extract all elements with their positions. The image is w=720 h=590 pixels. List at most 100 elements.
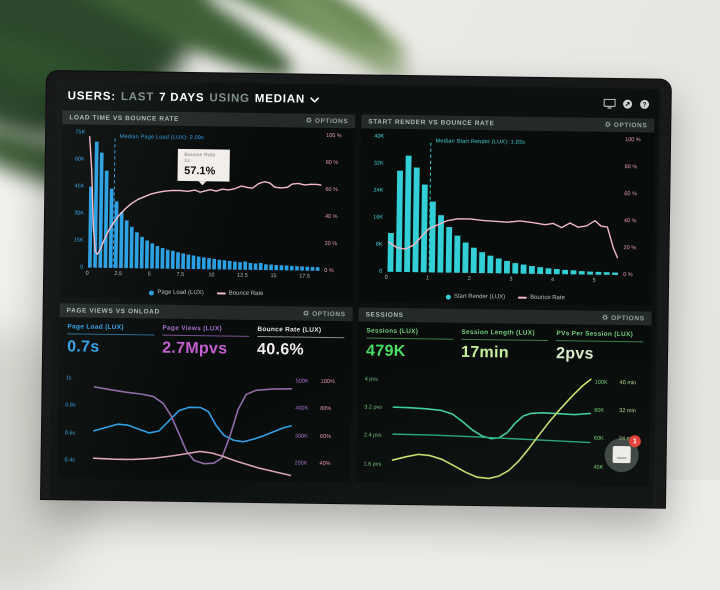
options-button[interactable]: OPTIONS [302,309,346,319]
legend-item[interactable]: Bounce Rate [518,294,565,302]
axis-tick: 2 [467,275,471,282]
dashboard-title-dropdown[interactable]: USERS: LAST 7 DAYS USING MEDIAN [68,90,321,106]
panel-start-render-vs-bounce-rate: START RENDER VS BOUNCE RATE OPTIONS 40K 3… [358,114,655,306]
legend-item[interactable]: Start Render (LUX) [445,294,505,300]
y-axis-right: 100 % 80 % 60 % 40 % 20 % 0 % [621,137,651,278]
panel-title: SESSIONS [365,310,404,319]
y-axis-left: 75K 60K 45K 30K 15K 0 [63,129,87,270]
panel-header: SESSIONS OPTIONS [358,307,652,326]
axis-tick: 2.5 [114,270,123,278]
axis-label: 100 % [326,132,342,140]
axis-tick: 0 [85,270,89,277]
metric[interactable]: Session Length (LUX) 17min [460,328,549,363]
screen: USERS: LAST 7 DAYS USING MEDIAN ? [50,80,662,508]
legend-label: Bounce Rate [530,294,565,302]
panel-title: LOAD TIME VS BOUNCE RATE [69,113,180,123]
axis-label: 15K [73,237,84,244]
options-button[interactable]: OPTIONS [601,313,645,323]
axis-label: 8K [375,241,383,248]
axis-label: 80% [320,406,332,413]
axis-label: 60K [593,436,604,443]
options-label: OPTIONS [314,117,349,125]
metric-label: Sessions (LUX) [366,327,454,340]
monitor-icon[interactable] [603,98,616,109]
axis-tick: 17.5 [299,273,310,280]
help-icon[interactable]: ? [640,99,650,109]
y-axis-right-pageviews: 500K 400K 300K 200K [294,375,319,478]
axis-tick: 15 [270,273,277,280]
axis-label: 60K [74,156,85,163]
panel-title: PAGE VIEWS VS ONLOAD [66,306,160,316]
chevron-down-icon [310,94,320,106]
axis-tick: 1 [426,275,430,282]
metric[interactable]: Sessions (LUX) 479K [366,327,454,361]
axis-label: 60 % [624,191,637,198]
options-button[interactable]: OPTIONS [604,120,648,130]
axis-label: 40K [374,133,385,140]
axis-label: 32K [373,160,384,167]
legend-item[interactable]: Bounce Rate [216,290,264,298]
legend-swatch [445,294,451,300]
metric-value: 17min [460,343,509,362]
legend: Page Load (LUX) Bounce Rate [60,288,353,298]
options-button[interactable]: OPTIONS [305,116,349,126]
axis-label: 2.4 pvs [363,432,382,440]
legend-label: Bounce Rate [228,290,264,298]
metric[interactable]: PVs Per Session (LUX) 2pvs [555,330,644,364]
panel-grid: LOAD TIME VS BOUNCE RATE OPTIONS 75K 60K 4… [57,110,655,487]
axis-label: 1s [65,375,72,382]
share-icon[interactable] [623,99,633,109]
plot-sessions[interactable] [392,376,590,482]
axis-label: 400K [295,405,309,412]
metric-value: 0.7s [67,338,100,356]
plot-start-render[interactable]: Median Start Render (LUX): 1.03s [386,137,621,276]
options-label: OPTIONS [613,121,648,129]
axis-label: 60 % [325,186,338,194]
axis-label: 20 % [324,240,338,248]
metric-label: PVs Per Session (LUX) [556,330,644,343]
x-axis-ticks: 0 2.5 5 7.5 10 12.5 15 17.5 [85,270,320,282]
metric[interactable]: Page Load (LUX) 0.7s [67,323,155,357]
metric-value: 40.6% [256,340,305,359]
title-using: USING [209,92,250,105]
dashboard-topbar: USERS: LAST 7 DAYS USING MEDIAN ? [55,80,661,118]
axis-tick: 5 [592,277,596,284]
axis-label: 40 min [619,379,637,386]
axis-label: 1.6 pvs [363,461,382,468]
axis-label: 30K [74,210,85,217]
metric-value: 2pvs [555,345,594,363]
panel-load-time-vs-bounce-rate: LOAD TIME VS BOUNCE RATE OPTIONS 75K 60K 4… [59,110,356,302]
x-axis-ticks: 0 1 2 3 4 5 [385,275,619,286]
chart-area: Sessions (LUX) 479K Session Length (LUX) 17… [356,321,651,486]
axis-tick: 7.5 [176,271,185,278]
axis-tick: 3 [509,276,513,283]
legend-swatch [216,292,226,295]
panel-sessions: SESSIONS OPTIONS Sessions (LUX) 479K Sessi… [356,307,652,487]
plot-page-views[interactable] [93,372,291,478]
metric-value: 2.7Mpvs [162,339,228,358]
axis-label: 0 [379,268,383,275]
notification-badge: 1 [628,435,641,448]
metric[interactable]: Bounce Rate (LUX) 40.6% [256,325,345,360]
options-label: OPTIONS [312,310,346,318]
title-last: LAST [120,91,155,104]
legend-swatch [518,296,528,299]
axis-label: 3.2 pvs [364,404,383,411]
metric-label: Bounce Rate (LUX) [257,325,345,339]
axis-tick: 5 [147,271,151,278]
metric-tabs: Page Load (LUX) 0.7s Page Views (LUX) 2.7Mp… [59,317,353,362]
chart-area: Page Load (LUX) 0.7s Page Views (LUX) 2.7Mp… [57,317,352,482]
chart-area: 40K 32K 24K 16K 8K 0 Median Start Render (LUX… [359,128,654,305]
axis-label: 45K [74,183,85,190]
legend-swatch [149,289,155,296]
panel-header: LOAD TIME VS BOUNCE RATE OPTIONS [62,110,356,129]
axis-label: 60% [319,433,331,440]
plot-load-time[interactable]: Bounce Rate 1s 57.1% Median Page Load (L… [87,133,322,271]
panel-header: START RENDER VS BOUNCE RATE OPTIONS [361,114,655,133]
y-axis-left: 1s 0.8s 0.6s 0.4s [64,371,91,474]
axis-label: 0.6s [64,430,76,437]
axis-label: 500K [295,378,309,385]
metric[interactable]: Page Views (LUX) 2.7Mpvs [162,324,250,359]
metric-label: Session Length (LUX) [461,328,549,342]
legend-item[interactable]: Page Load (LUX) [149,289,204,296]
